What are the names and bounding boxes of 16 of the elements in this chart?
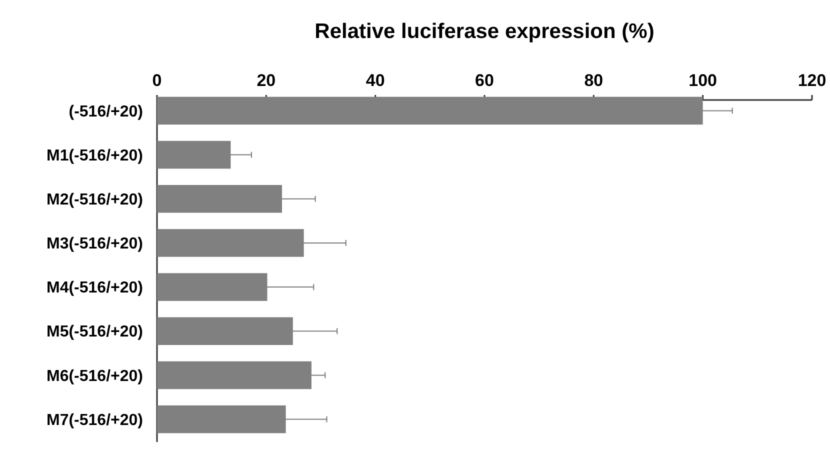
x-tick-label: 60 <box>475 71 494 90</box>
x-tick-label: 0 <box>152 71 162 90</box>
x-tick-label: 120 <box>798 71 826 90</box>
x-tick-label: 40 <box>366 71 385 90</box>
x-tick-label: 80 <box>584 71 604 90</box>
y-tick-label: M1(-516/+20) <box>46 147 143 164</box>
y-tick-label: M7(-516/+20) <box>46 412 143 429</box>
y-tick-label: M4(-516/+20) <box>46 280 143 297</box>
y-tick-label: M6(-516/+20) <box>46 368 143 385</box>
chart-title: Relative luciferase expression (%) <box>314 20 654 43</box>
y-tick-label: M3(-516/+20) <box>46 236 143 253</box>
x-tick-label: 20 <box>256 71 276 90</box>
x-tick-label: 100 <box>688 71 718 90</box>
y-tick-label: M2(-516/+20) <box>46 191 143 208</box>
y-tick-label: M5(-516/+20) <box>46 324 143 341</box>
y-tick-label: (-516/+20) <box>68 103 143 120</box>
